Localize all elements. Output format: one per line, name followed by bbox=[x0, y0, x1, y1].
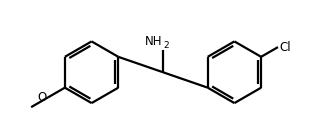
Text: Cl: Cl bbox=[280, 41, 291, 54]
Text: O: O bbox=[37, 91, 46, 104]
Text: 2: 2 bbox=[163, 41, 169, 50]
Text: NH: NH bbox=[145, 35, 162, 48]
